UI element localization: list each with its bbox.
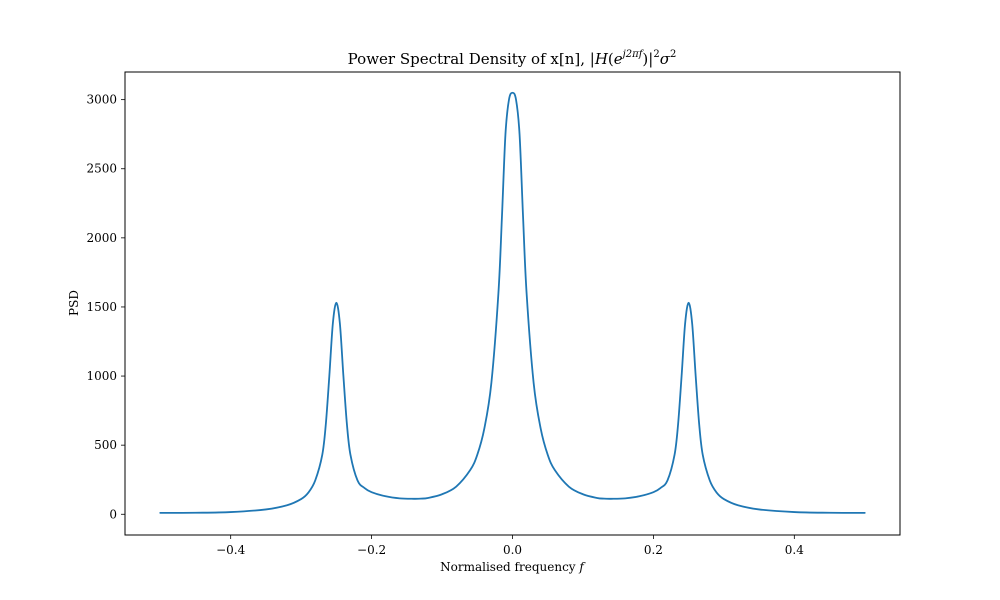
x-axis-label: Normalised frequency f: [440, 560, 586, 574]
y-tick-label: 2500: [86, 162, 117, 176]
y-tick-label: 1000: [86, 369, 117, 383]
x-tick-label: 0.0: [503, 543, 522, 557]
y-axis-label: PSD: [67, 290, 81, 316]
tick-layer: −0.4 −0.2 0.0 0.2 0.4 0 500 1000 1500 2000 2500 300…: [86, 93, 804, 557]
x-tick-label: −0.2: [357, 543, 386, 557]
chart-title: Power Spectral Density of x[n], |H(ej2πf…: [348, 49, 677, 68]
y-tick-label: 500: [94, 438, 117, 452]
series-line-psd: [159, 91, 866, 514]
y-tick-label: 0: [109, 507, 117, 521]
y-tick-label: 1500: [86, 300, 117, 314]
plot-frame: [124, 71, 901, 536]
x-tick-label: −0.4: [216, 543, 246, 557]
y-tick-label: 2000: [86, 231, 117, 245]
x-tick-label: 0.4: [785, 543, 804, 557]
y-tick-label: 3000: [86, 93, 117, 107]
x-tick-label: 0.2: [644, 543, 663, 557]
